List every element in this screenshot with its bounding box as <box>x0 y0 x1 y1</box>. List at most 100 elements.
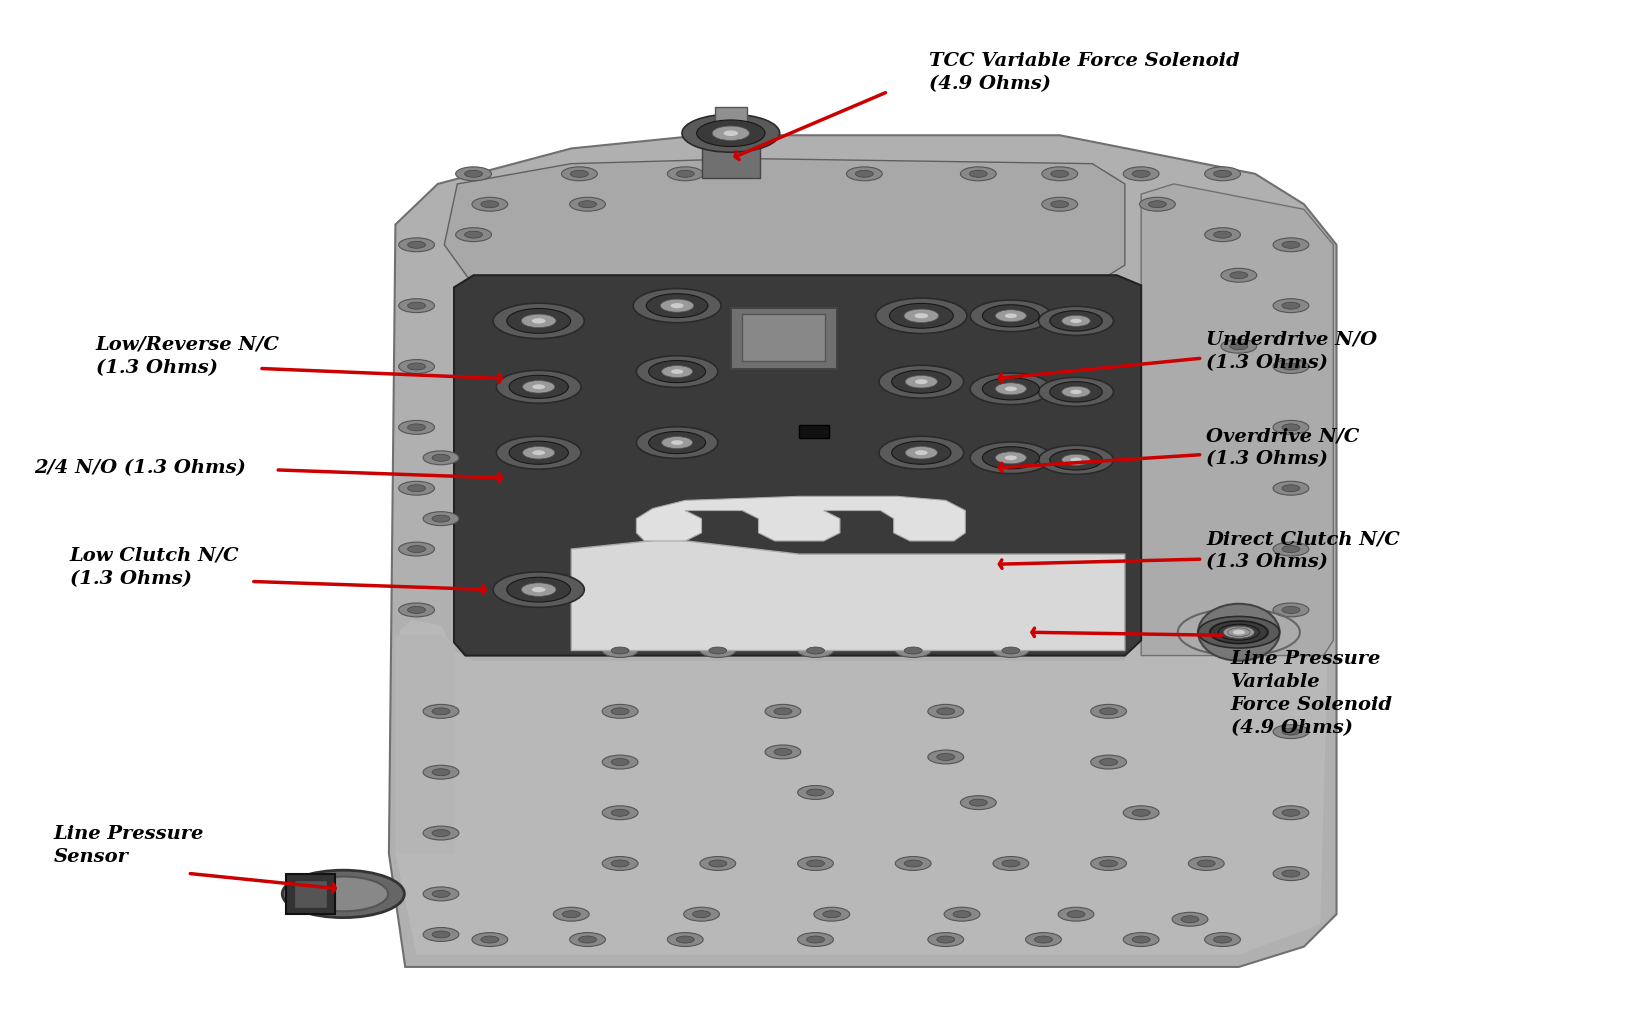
Ellipse shape <box>927 750 963 764</box>
Ellipse shape <box>764 745 800 759</box>
Ellipse shape <box>888 303 952 328</box>
Ellipse shape <box>1196 860 1214 866</box>
Ellipse shape <box>1222 626 1253 639</box>
Ellipse shape <box>1061 315 1089 326</box>
Ellipse shape <box>507 578 570 602</box>
Ellipse shape <box>509 375 567 399</box>
Ellipse shape <box>936 754 954 761</box>
Ellipse shape <box>1218 624 1258 641</box>
Ellipse shape <box>879 436 963 469</box>
Ellipse shape <box>1069 318 1081 323</box>
Ellipse shape <box>797 856 833 871</box>
Ellipse shape <box>1069 390 1081 394</box>
Ellipse shape <box>455 167 491 181</box>
Ellipse shape <box>522 314 556 327</box>
Ellipse shape <box>1004 456 1017 460</box>
Ellipse shape <box>432 830 450 837</box>
Ellipse shape <box>994 382 1025 395</box>
Ellipse shape <box>1099 708 1117 715</box>
Ellipse shape <box>696 120 764 146</box>
Ellipse shape <box>282 871 404 917</box>
Ellipse shape <box>1050 200 1068 207</box>
Ellipse shape <box>1213 170 1231 177</box>
Ellipse shape <box>507 308 570 334</box>
Ellipse shape <box>1131 936 1149 943</box>
Ellipse shape <box>712 126 748 140</box>
Ellipse shape <box>1123 933 1159 947</box>
Ellipse shape <box>660 299 693 312</box>
Ellipse shape <box>903 309 939 322</box>
Ellipse shape <box>683 907 719 921</box>
Ellipse shape <box>1281 424 1299 431</box>
Ellipse shape <box>1058 907 1094 921</box>
Ellipse shape <box>601 805 637 820</box>
Ellipse shape <box>408 302 425 309</box>
Ellipse shape <box>670 369 683 374</box>
Ellipse shape <box>1281 363 1299 370</box>
Ellipse shape <box>649 360 706 382</box>
Ellipse shape <box>905 446 937 459</box>
Ellipse shape <box>601 856 637 871</box>
Ellipse shape <box>1205 228 1240 242</box>
Polygon shape <box>453 276 1141 656</box>
Ellipse shape <box>667 933 703 947</box>
Ellipse shape <box>408 485 425 491</box>
Text: Overdrive N/C
(1.3 Ohms): Overdrive N/C (1.3 Ohms) <box>1206 427 1359 468</box>
Ellipse shape <box>1205 933 1240 947</box>
Ellipse shape <box>522 583 556 596</box>
Ellipse shape <box>432 455 450 462</box>
Ellipse shape <box>709 647 727 654</box>
Ellipse shape <box>936 708 954 715</box>
Ellipse shape <box>553 907 588 921</box>
Ellipse shape <box>432 769 450 776</box>
Ellipse shape <box>1131 170 1149 177</box>
Ellipse shape <box>1050 310 1102 332</box>
Ellipse shape <box>927 933 963 947</box>
Ellipse shape <box>531 318 544 323</box>
Ellipse shape <box>398 603 434 617</box>
Ellipse shape <box>960 167 996 181</box>
Ellipse shape <box>914 313 927 318</box>
Ellipse shape <box>611 708 629 715</box>
Ellipse shape <box>398 238 434 252</box>
Ellipse shape <box>1221 340 1257 353</box>
Ellipse shape <box>1281 545 1299 552</box>
Ellipse shape <box>1273 603 1307 617</box>
Ellipse shape <box>1123 805 1159 820</box>
Ellipse shape <box>807 789 823 796</box>
Bar <box>287 874 336 914</box>
Ellipse shape <box>455 228 491 242</box>
Ellipse shape <box>1090 755 1126 769</box>
Ellipse shape <box>693 910 711 917</box>
Ellipse shape <box>1273 805 1307 820</box>
Ellipse shape <box>968 799 986 806</box>
Ellipse shape <box>1123 167 1159 181</box>
Ellipse shape <box>1180 915 1198 922</box>
Ellipse shape <box>936 936 954 943</box>
Polygon shape <box>394 615 1327 955</box>
Ellipse shape <box>1281 810 1299 817</box>
Text: Direct Clutch N/C
(1.3 Ohms): Direct Clutch N/C (1.3 Ohms) <box>1206 531 1399 572</box>
Text: Underdrive N/O
(1.3 Ohms): Underdrive N/O (1.3 Ohms) <box>1206 331 1377 372</box>
Ellipse shape <box>895 856 931 871</box>
Ellipse shape <box>398 542 434 556</box>
Ellipse shape <box>1038 445 1113 474</box>
Polygon shape <box>1141 184 1332 656</box>
Ellipse shape <box>764 705 800 718</box>
Ellipse shape <box>903 647 921 654</box>
Ellipse shape <box>1234 631 1242 634</box>
Ellipse shape <box>432 931 450 938</box>
Ellipse shape <box>422 451 458 465</box>
Ellipse shape <box>927 705 963 718</box>
Ellipse shape <box>1198 616 1280 648</box>
Ellipse shape <box>611 759 629 766</box>
Ellipse shape <box>1232 630 1244 635</box>
Ellipse shape <box>676 170 694 177</box>
Ellipse shape <box>670 303 683 308</box>
Ellipse shape <box>1050 450 1102 470</box>
Ellipse shape <box>422 512 458 526</box>
Ellipse shape <box>724 130 738 136</box>
Ellipse shape <box>662 365 693 377</box>
Ellipse shape <box>667 167 703 181</box>
Ellipse shape <box>645 294 707 317</box>
